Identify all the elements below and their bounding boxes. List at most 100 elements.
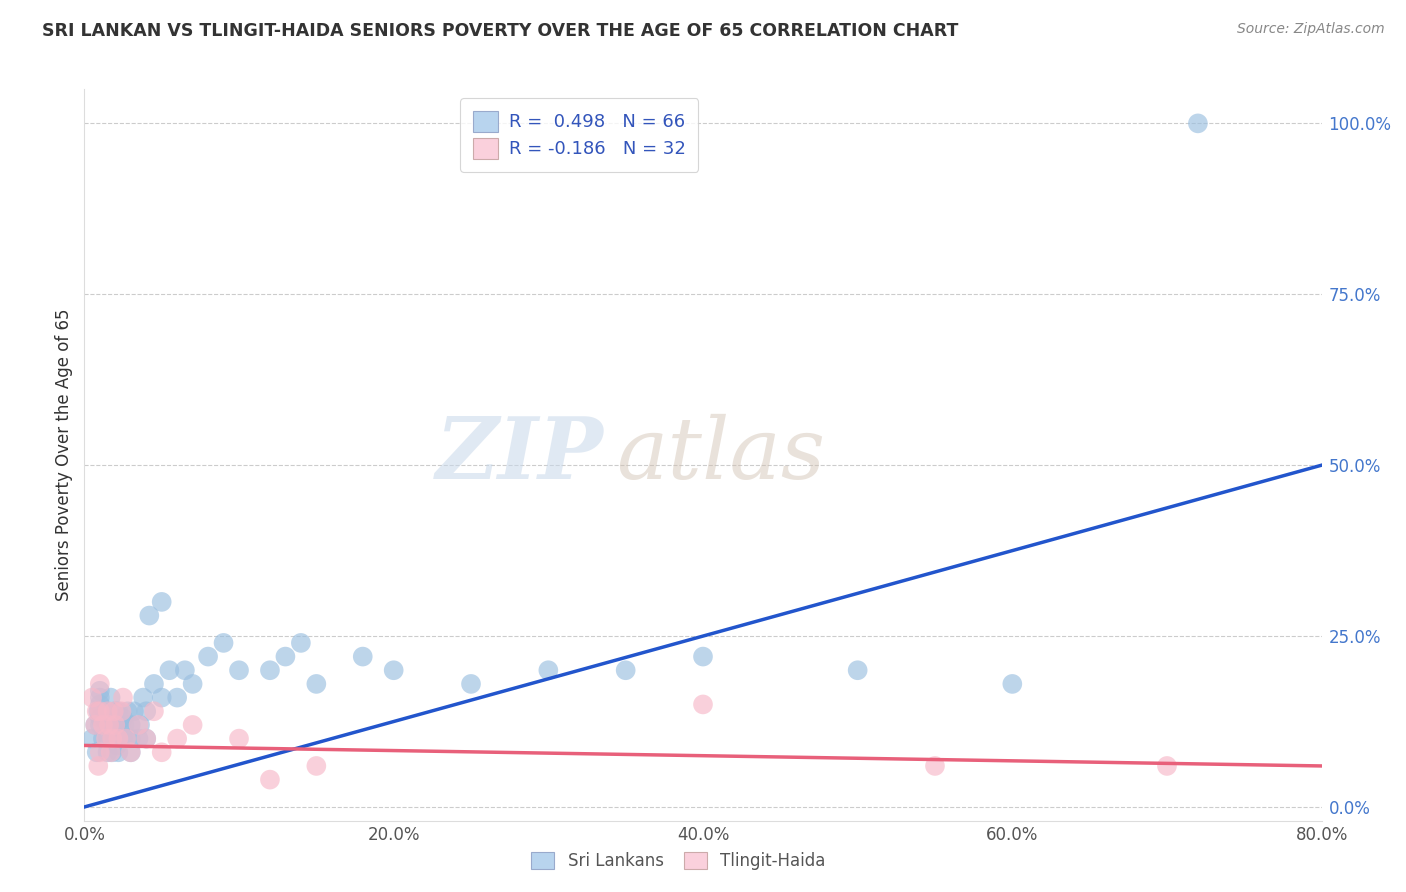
Point (115, 731, 138, 746)
Point (87, 759, 110, 773)
Point (84, 718, 107, 732)
Point (924, 759, 946, 773)
Point (101, 745, 124, 759)
Text: atlas: atlas (616, 414, 825, 496)
Point (120, 745, 142, 759)
Point (100, 690, 122, 705)
Point (352, 649, 374, 664)
Point (89, 683, 111, 698)
Point (89, 718, 111, 732)
Point (84, 718, 107, 732)
Point (460, 677, 482, 691)
Point (89, 745, 111, 759)
Point (97, 731, 120, 746)
Point (100, 745, 122, 759)
Point (305, 677, 328, 691)
Point (166, 731, 188, 746)
Point (94, 731, 117, 746)
Point (112, 731, 135, 746)
Point (86, 704, 108, 718)
Point (128, 731, 150, 746)
Point (259, 772, 281, 787)
Point (135, 731, 157, 746)
Point (1001, 677, 1024, 691)
Point (846, 663, 869, 677)
Point (105, 739, 128, 753)
Point (150, 690, 173, 705)
Point (138, 608, 160, 623)
Point (274, 649, 297, 664)
Point (1187, 116, 1209, 130)
Point (93, 711, 115, 725)
Point (132, 690, 155, 705)
Point (103, 704, 125, 718)
Point (107, 745, 129, 759)
Point (107, 704, 129, 718)
Point (143, 677, 166, 691)
Point (129, 718, 152, 732)
Point (112, 711, 135, 725)
Point (120, 745, 142, 759)
Point (166, 690, 188, 705)
Point (98, 718, 121, 732)
Point (150, 595, 173, 609)
Point (110, 718, 132, 732)
Point (82, 690, 104, 705)
Point (103, 718, 125, 732)
Point (104, 718, 127, 732)
Point (97, 704, 120, 718)
Point (112, 690, 135, 705)
Point (97, 745, 120, 759)
Point (117, 704, 139, 718)
Point (135, 731, 157, 746)
Point (107, 731, 129, 746)
Point (537, 663, 560, 677)
Text: Source: ZipAtlas.com: Source: ZipAtlas.com (1237, 22, 1385, 37)
Point (143, 704, 166, 718)
Point (89, 690, 111, 705)
Point (97, 704, 120, 718)
Point (290, 636, 312, 650)
Point (101, 731, 124, 746)
Point (159, 663, 181, 677)
Point (305, 759, 328, 773)
Point (382, 663, 405, 677)
Point (228, 663, 250, 677)
Point (114, 718, 136, 732)
Point (91, 731, 114, 746)
Point (104, 731, 127, 746)
Point (89, 698, 111, 712)
Point (101, 731, 124, 746)
Point (174, 663, 197, 677)
Point (89, 711, 111, 725)
Point (115, 731, 138, 746)
Legend: Sri Lankans, Tlingit-Haida: Sri Lankans, Tlingit-Haida (523, 843, 834, 878)
Y-axis label: Seniors Poverty Over the Age of 65: Seniors Poverty Over the Age of 65 (55, 309, 73, 601)
Point (120, 718, 142, 732)
Point (181, 677, 204, 691)
Point (86, 745, 108, 759)
Point (212, 636, 235, 650)
Point (259, 663, 281, 677)
Point (1156, 759, 1178, 773)
Text: ZIP: ZIP (436, 413, 605, 497)
Point (614, 663, 637, 677)
Point (692, 698, 714, 712)
Point (181, 718, 204, 732)
Point (692, 649, 714, 664)
Point (104, 718, 127, 732)
Point (89, 704, 111, 718)
Point (135, 704, 157, 718)
Point (87, 704, 110, 718)
Point (122, 704, 145, 718)
Point (197, 649, 219, 664)
Text: SRI LANKAN VS TLINGIT-HAIDA SENIORS POVERTY OVER THE AGE OF 65 CORRELATION CHART: SRI LANKAN VS TLINGIT-HAIDA SENIORS POVE… (42, 22, 959, 40)
Point (150, 745, 173, 759)
Point (108, 731, 131, 746)
Point (82, 731, 104, 746)
Point (104, 704, 127, 718)
Point (91, 718, 114, 732)
Point (110, 704, 132, 718)
Point (89, 677, 111, 691)
Point (120, 731, 142, 746)
